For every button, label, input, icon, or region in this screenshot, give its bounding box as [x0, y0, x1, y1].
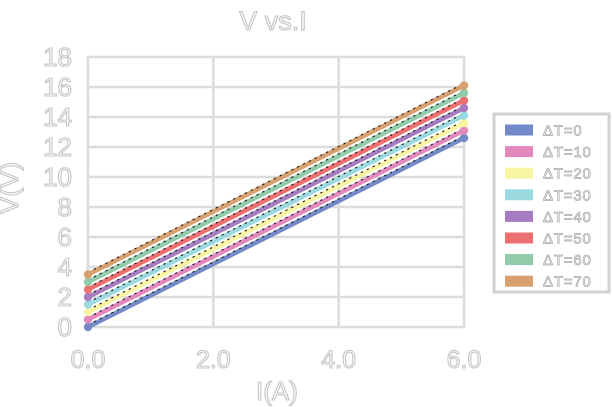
x-tick-label: 6.0 — [447, 346, 482, 374]
data-point-marker-dt-60 — [459, 88, 469, 98]
data-point-marker-dt-40 — [83, 292, 93, 302]
y-tick-label: 8 — [58, 192, 72, 222]
y-tick-label: 16 — [43, 72, 72, 102]
series-line-dt-20 — [85, 120, 467, 315]
legend-label-dt-0: ΔT=0 — [543, 123, 582, 140]
data-point-marker-dt-0 — [459, 133, 469, 143]
data-point-marker-dt-60 — [83, 277, 93, 287]
legend-label-dt-30: ΔT=30 — [543, 187, 592, 204]
data-point-marker-dt-70 — [459, 81, 469, 90]
data-point-marker-dt-20 — [83, 307, 93, 317]
legend-swatch-dt-60 — [505, 254, 533, 266]
y-tick-label: 4 — [58, 252, 72, 282]
x-tick-label: 0.0 — [71, 346, 106, 374]
y-tick-label: 0 — [58, 312, 72, 342]
series-line-dt-0 — [85, 135, 467, 330]
legend-swatch-dt-40 — [505, 210, 533, 222]
legend-label-dt-50: ΔT=50 — [543, 231, 592, 248]
data-point-marker-dt-70 — [83, 270, 93, 279]
legend-label-dt-70: ΔT=70 — [543, 274, 592, 291]
series-line-dt-70 — [85, 83, 467, 277]
x-axis-label: I(A) — [256, 376, 298, 406]
series-line-dt-30 — [85, 113, 467, 307]
legend-label-dt-20: ΔT=20 — [543, 166, 592, 183]
legend-swatch-dt-20 — [505, 167, 533, 179]
y-tick-label: 18 — [43, 42, 72, 72]
y-tick-label: 2 — [58, 282, 72, 312]
y-axis-label: V(V) — [0, 162, 24, 214]
y-tick-label: 6 — [58, 222, 72, 252]
series-line-dt-40 — [85, 105, 467, 300]
legend-label-dt-60: ΔT=60 — [543, 252, 592, 269]
data-point-marker-dt-10 — [83, 315, 93, 324]
fit-line-dt-60 — [87, 90, 465, 281]
data-point-marker-dt-20 — [459, 118, 469, 128]
data-point-marker-dt-0 — [83, 322, 93, 332]
legend-swatch-dt-10 — [505, 146, 533, 158]
legend-swatch-dt-0 — [505, 124, 533, 136]
legend-swatch-dt-50 — [505, 232, 533, 244]
y-tick-label: 10 — [43, 162, 72, 192]
data-point-marker-dt-10 — [459, 126, 469, 135]
data-point-marker-dt-50 — [83, 285, 93, 294]
legend-label-dt-10: ΔT=10 — [543, 144, 592, 161]
data-point-marker-dt-30 — [459, 111, 469, 120]
y-tick-label: 14 — [43, 102, 72, 132]
series-line-dt-50 — [85, 98, 467, 292]
x-tick-label: 4.0 — [321, 346, 356, 374]
legend-swatch-dt-70 — [505, 275, 533, 287]
legend-swatch-dt-30 — [505, 189, 533, 201]
data-point-marker-dt-30 — [83, 300, 93, 309]
chart-title: V vs.I — [239, 6, 307, 36]
series-line-dt-10 — [85, 128, 467, 322]
series-line-dt-60 — [85, 90, 467, 285]
data-point-marker-dt-40 — [459, 103, 469, 113]
y-tick-label: 12 — [43, 132, 72, 162]
x-tick-label: 2.0 — [196, 346, 231, 374]
data-point-marker-dt-50 — [459, 96, 469, 105]
legend-label-dt-40: ΔT=40 — [543, 209, 592, 226]
